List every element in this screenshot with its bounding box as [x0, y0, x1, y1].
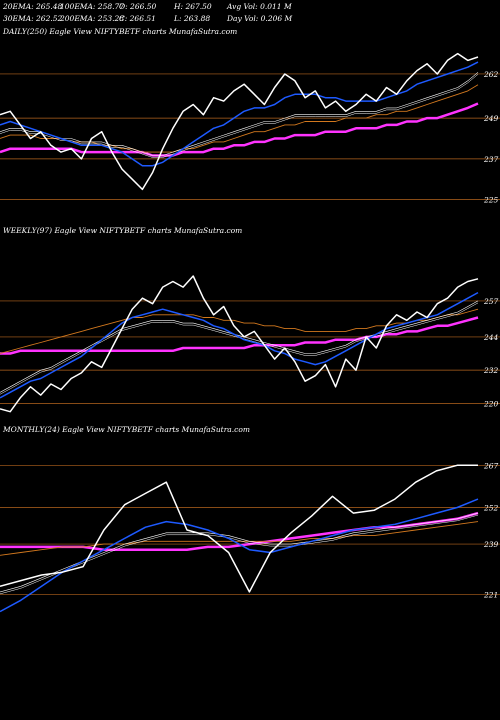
- weekly-panel-title: WEEKLY(97) Eagle View NIFTYBETF charts M…: [3, 226, 243, 235]
- weekly-ema-orange-line: [0, 308, 479, 354]
- monthly-ema-orange-line: [0, 521, 479, 556]
- monthly-level-label: 239: [483, 540, 499, 549]
- daily-ema-mid-band: [0, 74, 479, 158]
- header-30ema: 30EMA: 262.52: [3, 14, 63, 23]
- header-day-vol: Day Vol: 0.206 M: [227, 14, 293, 23]
- daily-ema-mid-line: [0, 72, 479, 156]
- monthly-ema-mid-band: [0, 514, 479, 595]
- daily-level-label: 225: [483, 196, 499, 205]
- header-high: H: 267.50: [174, 2, 212, 11]
- header-200ema: 200EMA: 253.28: [60, 14, 125, 23]
- monthly-level-label: 221: [483, 591, 498, 600]
- weekly-panel: 257 244 232 220: [0, 275, 500, 413]
- weekly-ema-fast-line: [0, 291, 479, 399]
- header-100ema: 100EMA: 258.77: [60, 2, 125, 11]
- daily-panel-title: DAILY(250) Eagle View NIFTYBETF charts M…: [3, 27, 238, 36]
- header-20ema: 20EMA: 265.48: [3, 2, 63, 11]
- weekly-level-label: 220: [483, 399, 499, 408]
- weekly-ema-mid-line: [0, 300, 479, 393]
- monthly-panel: 267 252 239 221: [0, 461, 500, 613]
- header-avg-vol: Avg Vol: 0.011 M: [227, 2, 292, 11]
- weekly-level-label: 244: [483, 333, 499, 342]
- daily-ema-slow-line: [0, 102, 479, 157]
- monthly-level-label: 252: [483, 504, 499, 513]
- daily-level-label: 262: [483, 70, 499, 79]
- monthly-price-line: [0, 464, 478, 593]
- weekly-ema-slow-line: [0, 316, 479, 355]
- header-open: O: 266.50: [119, 2, 157, 11]
- daily-panel: 262 249 237 225: [0, 52, 500, 205]
- weekly-level-label: 232: [483, 366, 499, 375]
- header-close: C: 266.51: [119, 14, 156, 23]
- monthly-panel-title: MONTHLY(24) Eagle View NIFTYBETF charts …: [3, 425, 250, 434]
- monthly-level-label: 267: [483, 461, 499, 470]
- monthly-ema-fast-line: [0, 498, 479, 613]
- header-low: L: 263.88: [174, 14, 211, 23]
- weekly-price-line: [0, 275, 479, 413]
- daily-level-label: 249: [483, 114, 499, 123]
- weekly-level-label: 257: [483, 297, 499, 306]
- daily-ema-fast-line: [0, 61, 479, 167]
- daily-level-label: 237: [483, 155, 499, 164]
- daily-ema-orange-line: [0, 84, 479, 153]
- daily-price-line: [0, 52, 479, 191]
